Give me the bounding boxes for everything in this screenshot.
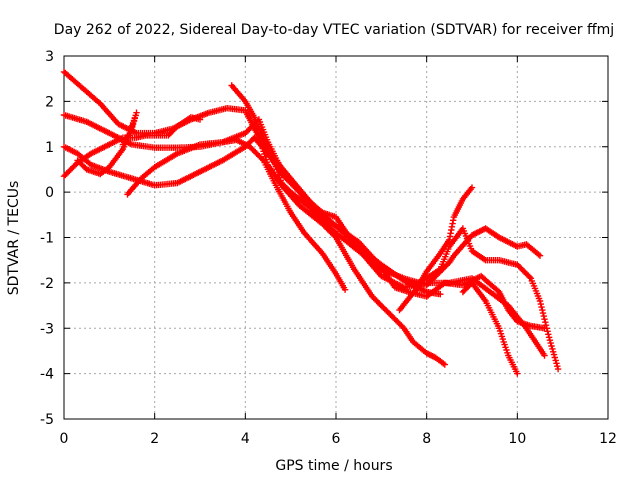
x-tick-label: 12 [599, 431, 617, 447]
data-markers [60, 114, 204, 180]
data-markers [409, 225, 562, 373]
series-track-4 [60, 114, 204, 180]
x-tick-label: 2 [150, 431, 159, 447]
series-track-11 [459, 279, 521, 377]
series-track-6 [124, 136, 349, 293]
x-tick-label: 10 [508, 431, 526, 447]
y-tick-label: -3 [40, 321, 54, 337]
y-tick-label: -5 [40, 412, 54, 428]
data-markers [459, 279, 521, 377]
data-markers [251, 118, 448, 368]
series-track-5 [74, 109, 140, 178]
x-tick-label: 0 [60, 431, 69, 447]
series-track-9 [396, 184, 476, 314]
y-tick-label: 3 [45, 49, 54, 65]
y-tick-label: -4 [40, 367, 54, 383]
series-track-8 [251, 118, 448, 368]
y-tick-label: 1 [45, 140, 54, 156]
y-tick-label: -2 [40, 276, 54, 292]
series-track-10 [409, 225, 562, 373]
grid [64, 56, 608, 419]
chart-title: Day 262 of 2022, Sidereal Day-to-day VTE… [54, 22, 614, 38]
data-series [60, 68, 562, 377]
x-tick-label: 4 [241, 431, 250, 447]
data-markers [124, 136, 349, 293]
y-tick-label: -1 [40, 231, 54, 247]
x-tick-label: 6 [332, 431, 341, 447]
y-tick-label: 2 [45, 94, 54, 110]
x-axis-label: GPS time / hours [275, 458, 392, 474]
data-markers [396, 184, 476, 314]
y-tick-label: 0 [45, 185, 54, 201]
data-markers [74, 109, 140, 178]
y-axis-label: SDTVAR / TECUs [6, 181, 22, 296]
x-tick-label: 8 [422, 431, 431, 447]
